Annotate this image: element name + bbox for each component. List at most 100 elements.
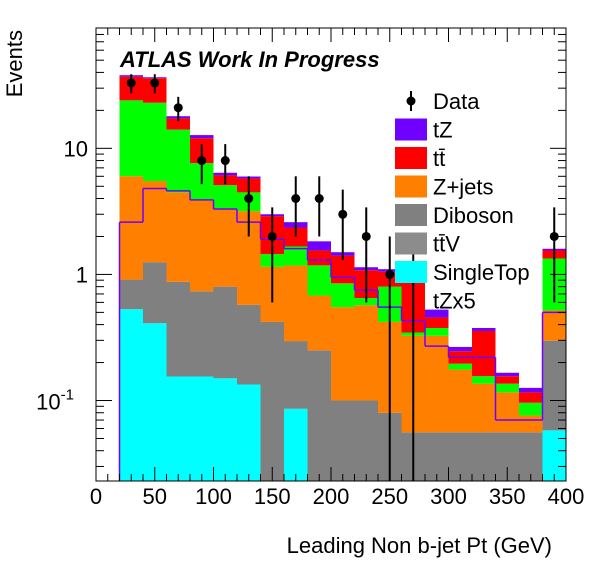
y-tick-exponent: -1 [61, 387, 74, 404]
stack-segment [472, 327, 496, 331]
stack-segment [472, 376, 496, 384]
stack-segment [331, 307, 355, 401]
x-tick-label: 350 [489, 484, 526, 509]
x-tick-label: 400 [548, 484, 585, 509]
data-point [220, 156, 230, 166]
stack-segment [331, 283, 355, 308]
stack-segment [495, 383, 519, 393]
y-axis-title: Events [2, 30, 27, 97]
stack-segment [495, 376, 519, 384]
data-point [267, 231, 277, 241]
x-tick-label: 200 [313, 484, 350, 509]
stack-segment [307, 295, 331, 351]
stack-segment [519, 402, 543, 416]
legend-label: Data [433, 89, 480, 114]
stack-segment [448, 346, 472, 352]
y-tick-label: 10 [64, 136, 88, 161]
legend-label: tZ [433, 118, 453, 143]
stack-segment [519, 432, 543, 481]
stack-segment [166, 129, 190, 193]
data-point [244, 194, 254, 204]
stack-segment [331, 255, 355, 284]
y-tick-base: 10 [36, 390, 60, 415]
stack-segment [284, 408, 308, 481]
data-point [197, 156, 207, 166]
stack-segment [284, 227, 308, 247]
stack-segment [260, 321, 284, 481]
stack-segment [166, 192, 190, 282]
stack-segment [425, 327, 449, 336]
legend-label: tt̄V [433, 232, 460, 257]
stack-segment [425, 317, 449, 328]
stack-segment [307, 241, 331, 251]
stack-segment [143, 262, 167, 324]
stack-segment [166, 118, 190, 130]
stack-segment [495, 432, 519, 481]
stack-segment [448, 363, 472, 370]
legend-swatch [395, 118, 427, 141]
x-tick-label: 50 [143, 484, 167, 509]
stack-segment [213, 286, 237, 379]
stack-segment [213, 185, 237, 210]
legend-swatch [395, 261, 427, 283]
stack-segment [331, 400, 355, 481]
stack-segment [495, 372, 519, 377]
data-point [361, 231, 371, 241]
data-point [549, 231, 559, 241]
stack-segment [213, 378, 237, 481]
stack-segment [354, 400, 378, 481]
x-tick-label: 150 [254, 484, 291, 509]
stack-segment [425, 335, 449, 433]
stack-segment [237, 384, 261, 481]
stack-segment [472, 330, 496, 377]
stack-segment [284, 341, 308, 409]
stack-segment [190, 199, 214, 292]
data-point [338, 209, 348, 219]
data-point [126, 78, 136, 88]
stack-segment [190, 291, 214, 377]
legend-label: tt̄ [433, 146, 445, 171]
data-point [385, 269, 395, 279]
data-point [173, 103, 183, 113]
x-axis-title: Leading Non b-jet Pt (GeV) [287, 533, 552, 558]
x-tick-label: 300 [430, 484, 467, 509]
stack-segment [307, 250, 331, 266]
stack-segment [448, 432, 472, 481]
stack-segment [448, 369, 472, 433]
stack-segment [354, 305, 378, 401]
stack-segment [166, 281, 190, 377]
data-point [150, 78, 160, 88]
legend-label: Diboson [433, 203, 514, 228]
stack-segment [519, 392, 543, 403]
stack-segment [190, 135, 214, 139]
stack-segment [119, 100, 143, 177]
legend-label: SingleTop [433, 260, 530, 285]
stack-segment [166, 376, 190, 481]
stack-segment [425, 432, 449, 481]
stack-segment [542, 310, 566, 341]
y-tick-label: 10-1 [36, 387, 74, 415]
stack-segment [495, 392, 519, 433]
stack-segment [472, 432, 496, 481]
stack-segment [237, 304, 261, 385]
x-tick-label: 250 [371, 484, 408, 509]
legend-data-marker [406, 96, 416, 106]
stack-segment [143, 102, 167, 182]
legend-label: Z+jets [433, 175, 494, 200]
x-tick-label: 0 [90, 484, 102, 509]
legend-swatch [395, 232, 427, 255]
stack-segment [284, 265, 308, 342]
stack-segment [284, 246, 308, 266]
x-tick-label: 100 [195, 484, 232, 509]
data-point [291, 194, 301, 204]
stack-segment [119, 309, 143, 481]
stack-segment [119, 176, 143, 280]
y-tick-label: 1 [76, 262, 88, 287]
stack-segment [119, 279, 143, 310]
data-point [314, 194, 324, 204]
legend-swatch [395, 147, 427, 169]
legend-swatch [395, 204, 427, 226]
stack-segment [143, 181, 167, 263]
stack-segment [542, 430, 566, 481]
